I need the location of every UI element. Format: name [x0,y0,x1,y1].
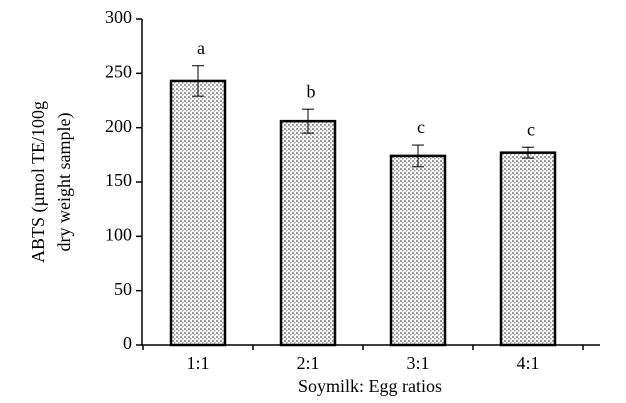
y-tick-label: 50 [114,279,132,299]
bar [279,119,337,347]
x-tick-label: 2:1 [296,353,319,373]
y-tick-label: 300 [105,7,132,27]
bar [499,151,557,347]
y-tick-label: 250 [105,61,132,81]
y-tick-label: 0 [123,333,132,353]
x-tick-label: 3:1 [406,353,429,373]
bar-annotation: c [527,119,535,139]
bar-annotation: a [197,38,205,58]
y-axis-label: dry weight sample) [54,113,75,252]
x-tick-label: 1:1 [186,353,209,373]
x-tick-label: 4:1 [516,353,539,373]
bar-annotation: c [417,117,425,137]
bar-annotation: b [307,81,316,101]
y-tick-label: 100 [105,224,132,244]
y-tick-label: 200 [105,116,132,136]
y-axis-label: ABTS (µmol TE/100g [28,101,49,263]
bar [389,154,447,347]
bar [169,79,227,347]
x-axis-label: Soymilk: Egg ratios [298,376,442,396]
y-tick-label: 150 [105,170,132,190]
